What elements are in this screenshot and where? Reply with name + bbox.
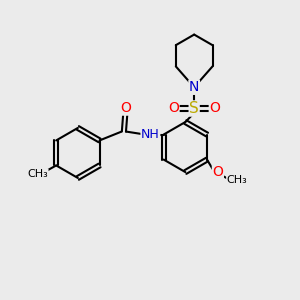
Text: O: O xyxy=(212,165,223,179)
Text: O: O xyxy=(209,101,220,116)
Text: O: O xyxy=(120,101,131,115)
Text: S: S xyxy=(189,101,199,116)
Text: N: N xyxy=(189,80,200,94)
Text: CH₃: CH₃ xyxy=(227,175,248,185)
Text: CH₃: CH₃ xyxy=(27,169,48,179)
Text: NH: NH xyxy=(141,128,160,141)
Text: O: O xyxy=(168,101,179,116)
